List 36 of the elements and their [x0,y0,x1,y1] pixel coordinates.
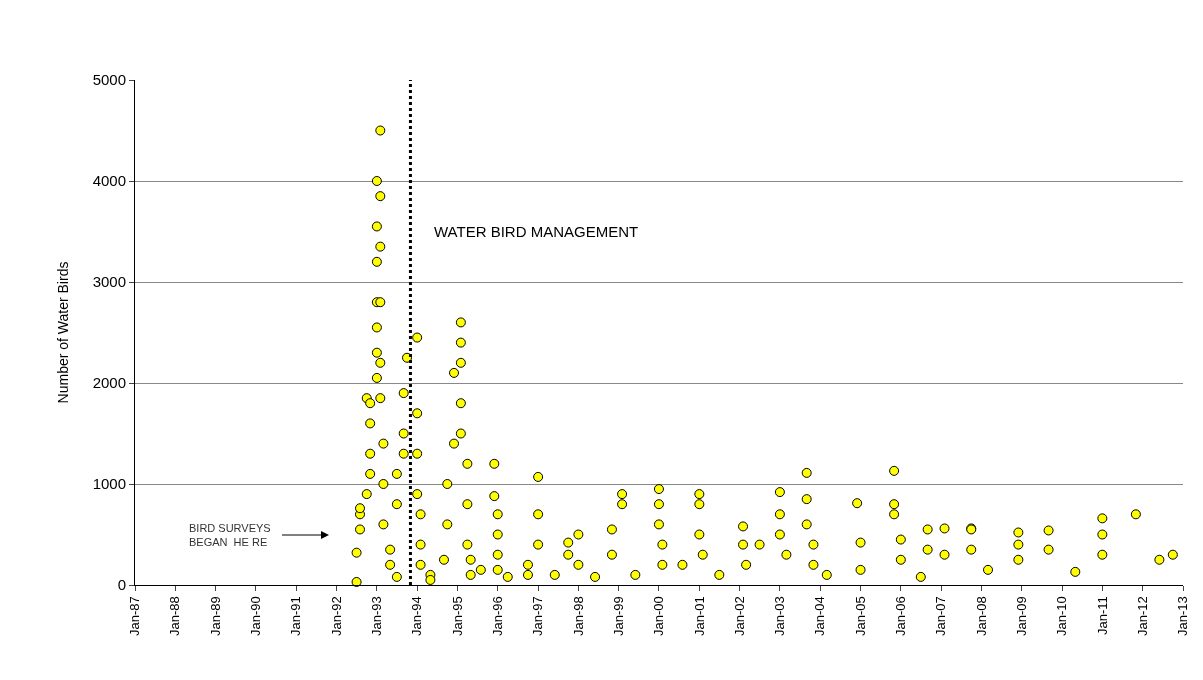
x-tick-label: Jan-90 [248,596,264,636]
x-tick-label: Jan-13 [1175,596,1191,636]
x-tick-label: Jan-93 [369,596,385,636]
y-tick-label: 4000 [92,172,126,190]
x-tick-label: Jan-91 [288,596,304,636]
x-tick-label: Jan-92 [328,596,344,636]
x-tick-label: Jan-08 [973,596,989,636]
x-tick-label: Jan-00 [651,596,667,636]
x-tick-label: Jan-02 [731,596,747,636]
y-tick-label: 3000 [92,273,126,291]
y-axis-title: Number of Water Birds [55,261,72,404]
x-tick-label: Jan-01 [691,596,707,636]
y-tick-label: 1000 [92,475,126,493]
x-tick-label: Jan-95 [449,596,465,636]
x-tick-label: Jan-05 [852,596,868,636]
x-tick-label: Jan-06 [893,596,909,636]
ref-line-label: WATER BIRD MANAGEMENT [434,223,639,240]
x-tick-label: Jan-89 [207,596,223,636]
x-tick-label: Jan-10 [1054,596,1070,636]
x-tick-label: Jan-04 [812,596,828,636]
x-tick-label: Jan-88 [167,596,183,636]
x-tick-label: Jan-12 [1134,596,1150,636]
annotation: BIRD SURVEYS BEGAN HE RE [189,522,271,549]
y-tick-label: 0 [117,576,126,594]
y-tick-label: 5000 [92,71,126,89]
x-tick-label: Jan-99 [610,596,626,636]
x-tick-label: Jan-87 [127,596,143,636]
y-tick-label: 2000 [92,374,126,392]
x-tick-label: Jan-96 [489,596,505,636]
x-tick-label: Jan-98 [570,596,586,636]
x-tick-label: Jan-03 [772,596,788,636]
x-tick-label: Jan-11 [1094,596,1110,635]
x-tick-label: Jan-97 [530,596,546,636]
x-tick-label: Jan-94 [409,596,425,636]
x-tick-label: Jan-07 [933,596,949,636]
x-tick-label: Jan-09 [1014,596,1030,636]
